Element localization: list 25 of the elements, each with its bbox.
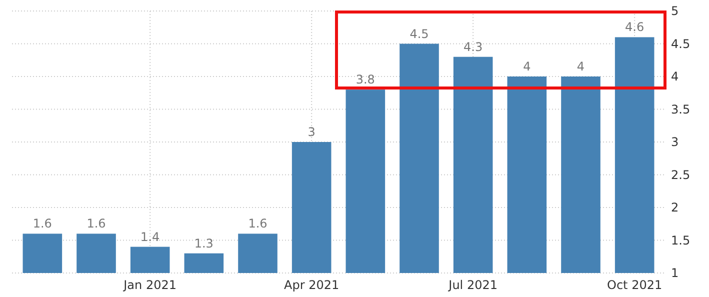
data-label: 1.6 — [86, 216, 106, 231]
y-tick-label: 4.5 — [671, 36, 690, 51]
data-label: 4.3 — [464, 40, 483, 54]
y-tick-label: 1.5 — [671, 233, 690, 248]
data-label: 4.6 — [625, 20, 644, 34]
y-tick-label: 3 — [671, 135, 679, 150]
y-tick-label: 4 — [671, 70, 679, 84]
x-tick-label: Jan 2021 — [122, 278, 177, 292]
y-tick-label: 2.5 — [671, 168, 690, 182]
data-label: 4 — [523, 60, 531, 74]
data-label: 1.4 — [140, 230, 160, 244]
data-label: 1.3 — [194, 236, 214, 250]
data-label: 4 — [576, 60, 585, 74]
y-tick-label: 5 — [671, 4, 679, 18]
data-label: 1.6 — [248, 216, 268, 231]
x-tick-label: Oct 2021 — [607, 278, 662, 292]
y-tick-label: 1 — [671, 266, 679, 280]
y-tick-label: 3.5 — [671, 102, 690, 116]
x-tick-label: Jul 2021 — [448, 278, 498, 292]
data-label: 3.8 — [356, 72, 375, 87]
y-tick-label: 2 — [671, 200, 679, 215]
data-label: 4.5 — [410, 26, 429, 41]
data-label: 3 — [308, 125, 316, 139]
x-tick-label: Apr 2021 — [284, 278, 340, 292]
data-label: 1.6 — [32, 216, 52, 231]
